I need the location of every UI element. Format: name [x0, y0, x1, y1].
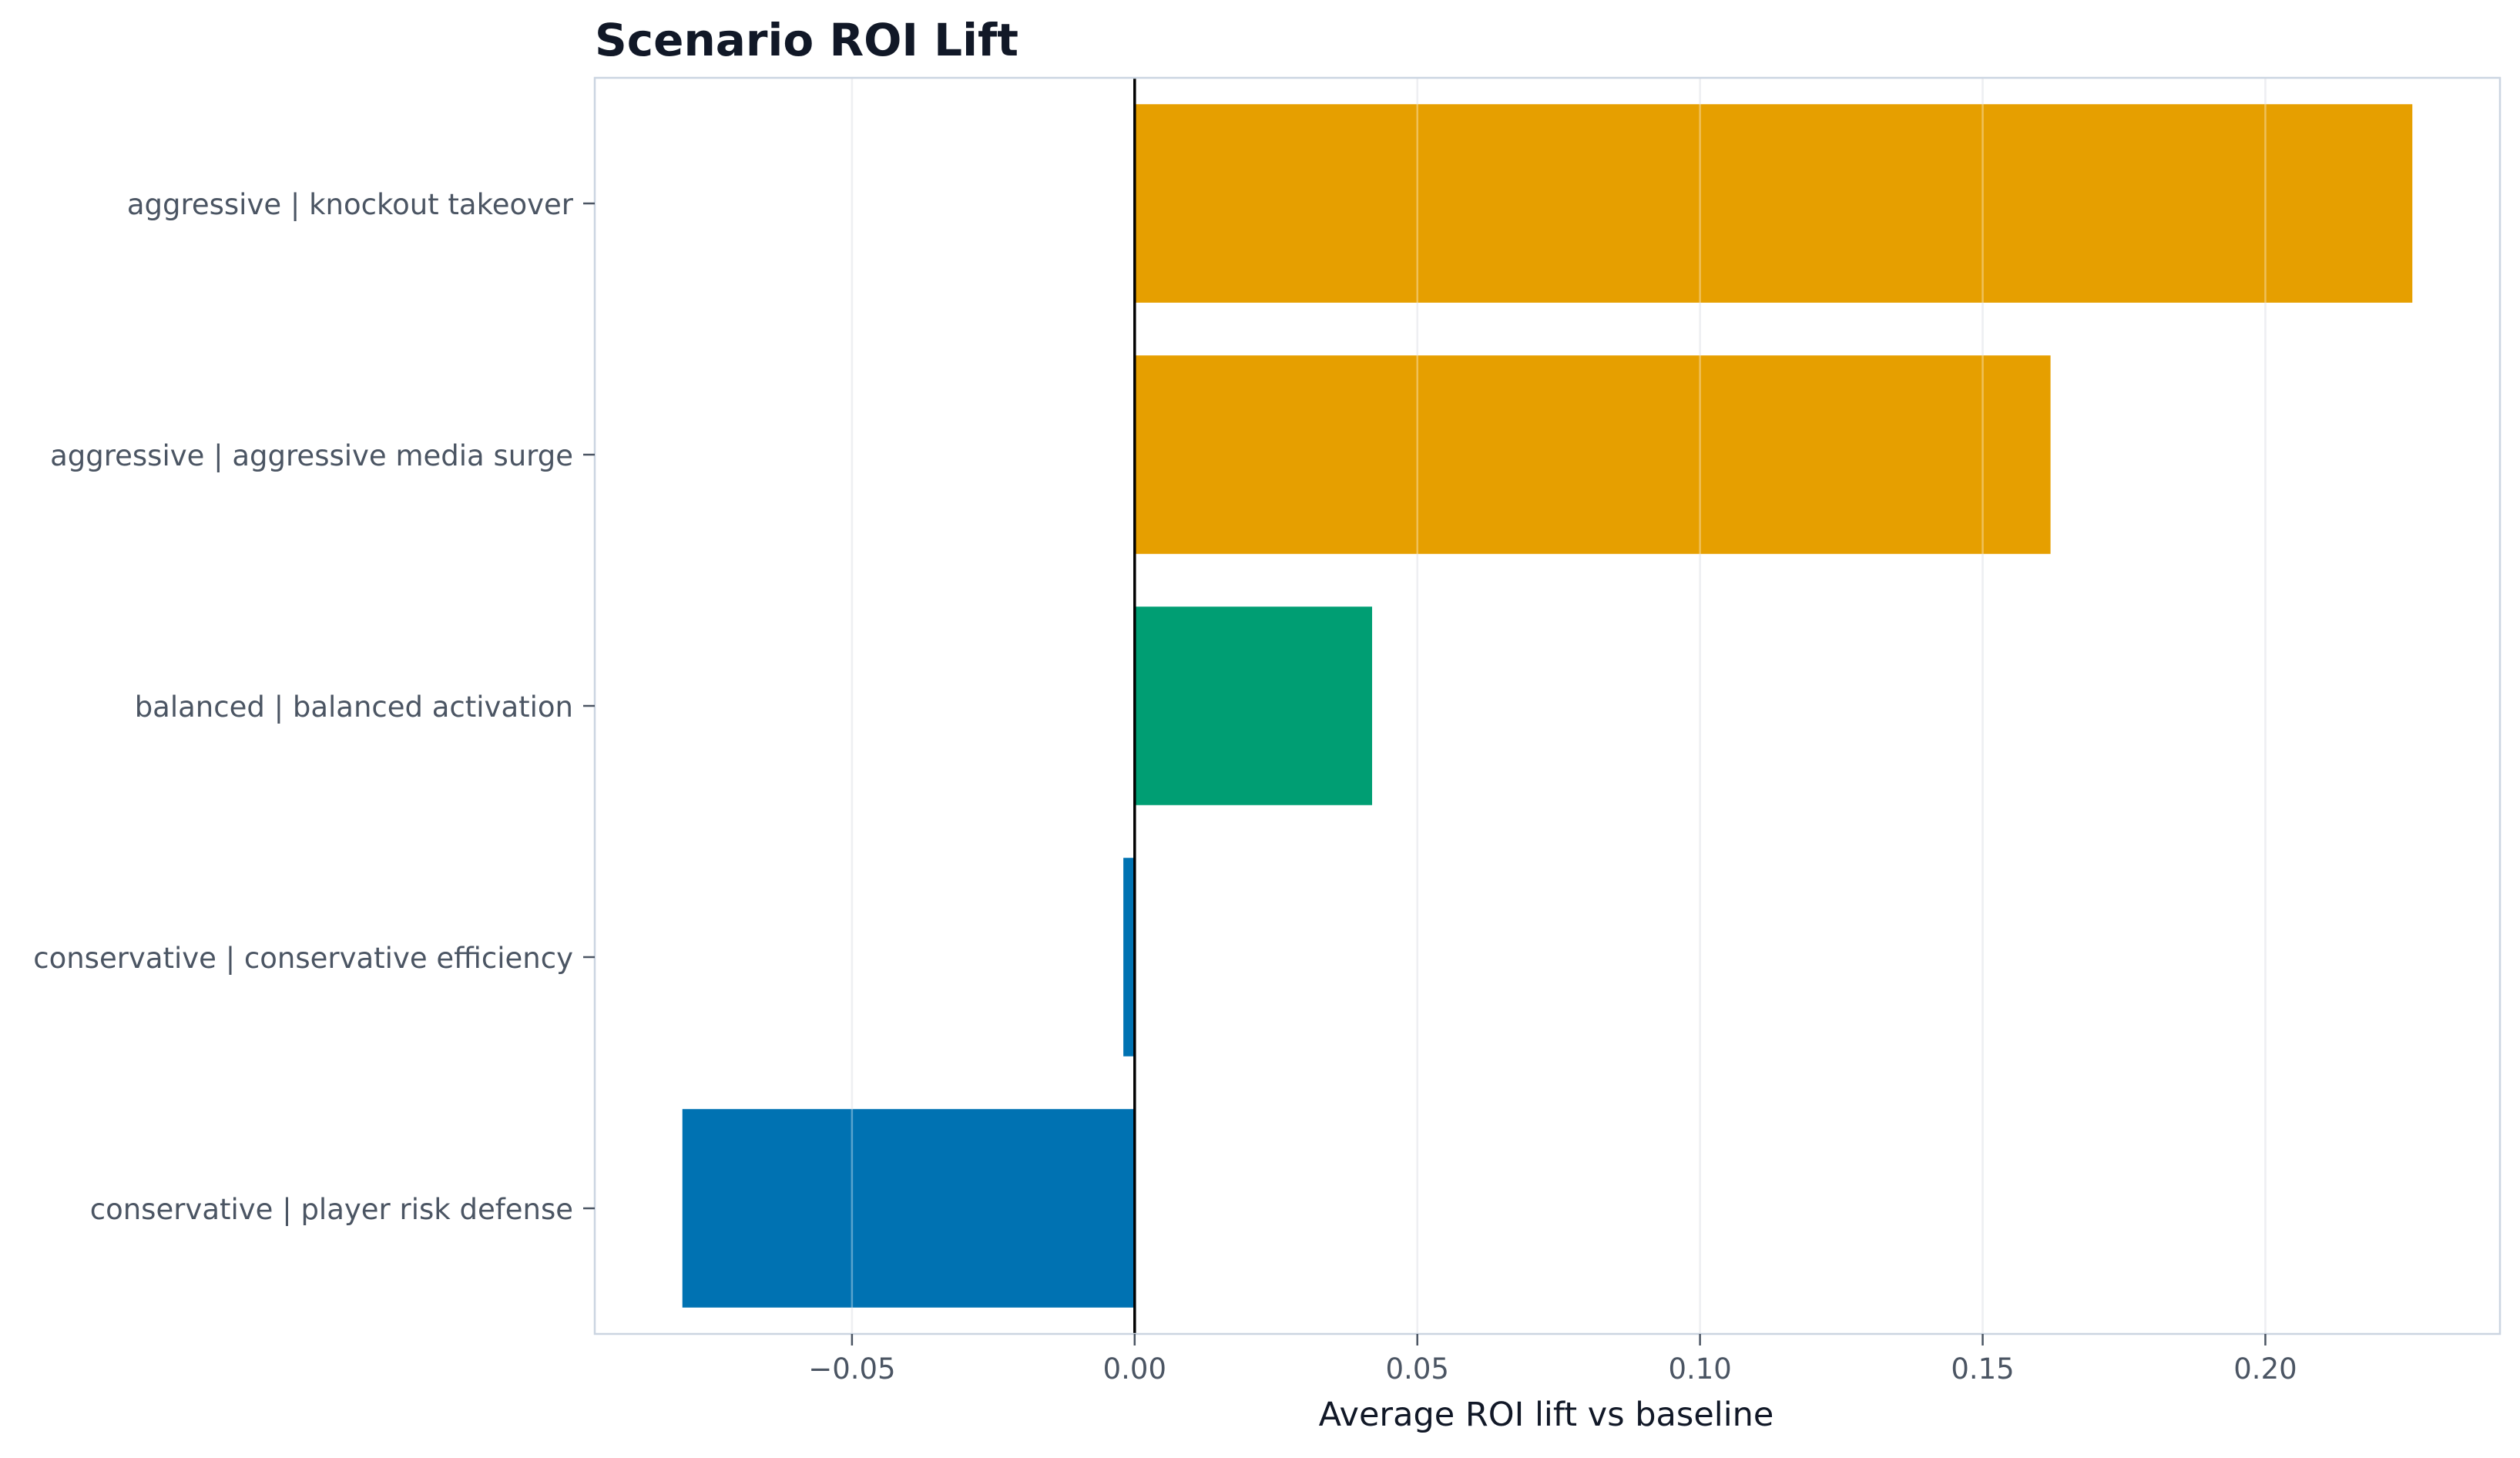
bar-0 — [1134, 104, 2413, 303]
x-axis-label: Average ROI lift vs baseline — [1319, 1396, 1774, 1434]
bar-1 — [1134, 355, 2051, 554]
x-axis-ticks: −0.05 0.00 0.05 0.10 0.15 0.20 — [808, 1334, 2297, 1386]
x-tick-label-4: 0.15 — [1951, 1352, 2014, 1386]
y-tick-label-4: conservative | player risk defense — [90, 1193, 573, 1226]
y-tick-label-2: balanced | balanced activation — [135, 690, 573, 724]
chart-title: Scenario ROI Lift — [595, 14, 1018, 66]
x-tick-label-0: −0.05 — [808, 1352, 895, 1386]
x-tick-label-2: 0.05 — [1386, 1352, 1449, 1386]
bar-3 — [1123, 858, 1135, 1057]
y-axis-ticks: aggressive | knockout takeover aggressive… — [33, 188, 595, 1226]
bar-4 — [682, 1109, 1135, 1308]
y-tick-label-0: aggressive | knockout takeover — [127, 188, 574, 221]
x-tick-label-3: 0.10 — [1668, 1352, 1731, 1386]
y-tick-label-3: conservative | conservative efficiency — [33, 942, 573, 975]
x-tick-label-5: 0.20 — [2233, 1352, 2297, 1386]
bar-layer — [682, 78, 2413, 1334]
x-tick-label-1: 0.00 — [1103, 1352, 1166, 1386]
bar-2 — [1134, 606, 1373, 805]
y-tick-label-1: aggressive | aggressive media surge — [50, 439, 573, 472]
